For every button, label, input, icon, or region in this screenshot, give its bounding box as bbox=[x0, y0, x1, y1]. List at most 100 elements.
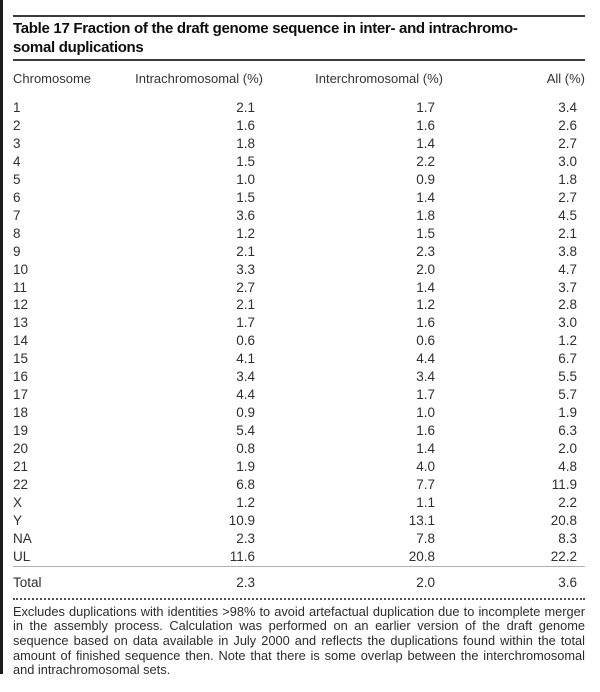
value-cell: 0.9 bbox=[416, 171, 435, 187]
column-header-all: All (%) bbox=[546, 71, 585, 86]
value-cell: 20.8 bbox=[408, 548, 435, 564]
chromosome-cell: 4 bbox=[13, 153, 21, 169]
column-header-intrachromosomal: Intrachromosomal (%) bbox=[135, 71, 263, 86]
value-cell: 6.8 bbox=[236, 477, 255, 493]
value-cell: 1.4 bbox=[416, 135, 435, 151]
value-cell: 1.5 bbox=[236, 153, 255, 169]
value-cell: 1.2 bbox=[558, 333, 577, 349]
table-row: 19 5.4 1.6 6.3 bbox=[13, 422, 585, 440]
chromosome-cell: UL bbox=[13, 548, 31, 564]
value-cell: 2.6 bbox=[558, 117, 577, 133]
value-cell: 2.2 bbox=[416, 153, 435, 169]
chromosome-cell: 2 bbox=[13, 117, 21, 133]
header-row: Chromosome Intrachromosomal (%) Interchr… bbox=[13, 61, 585, 99]
value-cell: 2.3 bbox=[416, 243, 435, 259]
value-cell: 1.6 bbox=[416, 117, 435, 133]
value-cell: 1.7 bbox=[236, 315, 255, 331]
total-label: Total bbox=[13, 565, 123, 598]
total-all-value: 3.6 bbox=[443, 565, 585, 598]
chromosome-cell: 5 bbox=[13, 171, 21, 187]
table-row: 12 2.1 1.2 2.8 bbox=[13, 296, 585, 314]
value-cell: 1.6 bbox=[416, 423, 435, 439]
table-row: 7 3.6 1.8 4.5 bbox=[13, 207, 585, 225]
table-footnote: Excludes duplications with identities >9… bbox=[13, 603, 585, 678]
chromosome-cell: 18 bbox=[13, 405, 29, 421]
chromosome-cell: 7 bbox=[13, 207, 21, 223]
title-bottom-rule bbox=[13, 59, 585, 61]
value-cell: 4.1 bbox=[236, 351, 255, 367]
value-cell: 8.3 bbox=[558, 530, 577, 546]
chromosome-cell: 16 bbox=[13, 369, 29, 385]
chromosome-cell: 13 bbox=[13, 315, 29, 331]
value-cell: 20.8 bbox=[550, 512, 577, 528]
value-cell: 3.8 bbox=[558, 243, 577, 259]
value-cell: 3.6 bbox=[236, 207, 255, 223]
value-cell: 4.4 bbox=[236, 387, 255, 403]
table-row: 22 6.8 7.7 11.9 bbox=[13, 476, 585, 494]
value-cell: 3.7 bbox=[558, 279, 577, 295]
value-cell: 0.8 bbox=[236, 441, 255, 457]
value-cell: 11.9 bbox=[551, 477, 577, 493]
value-cell: 4.0 bbox=[416, 459, 435, 475]
value-cell: 1.6 bbox=[416, 315, 435, 331]
value-cell: 13.1 bbox=[408, 512, 435, 528]
table-title-line-1: Table 17 Fraction of the draft genome se… bbox=[13, 20, 518, 37]
footnote-separator-dotted-rule bbox=[13, 597, 585, 600]
value-cell: 0.6 bbox=[236, 333, 255, 349]
total-row: Total 2.3 2.0 3.6 bbox=[13, 565, 585, 598]
table-row: 21 1.9 4.0 4.8 bbox=[13, 458, 585, 476]
value-cell: 2.0 bbox=[558, 441, 577, 457]
chromosome-cell: 14 bbox=[13, 333, 29, 349]
value-cell: 2.8 bbox=[558, 297, 577, 313]
value-cell: 7.8 bbox=[416, 530, 435, 546]
value-cell: 1.4 bbox=[416, 279, 435, 295]
value-cell: 1.9 bbox=[558, 405, 577, 421]
table-row: 16 3.4 3.4 5.5 bbox=[13, 368, 585, 386]
value-cell: 6.7 bbox=[558, 351, 577, 367]
value-cell: 1.0 bbox=[416, 405, 435, 421]
table-row: UL 11.6 20.8 22.2 bbox=[13, 548, 585, 566]
value-cell: 1.2 bbox=[236, 494, 255, 510]
value-cell: 1.8 bbox=[416, 207, 435, 223]
chromosome-cell: 22 bbox=[13, 477, 29, 493]
value-cell: 7.7 bbox=[416, 477, 435, 493]
table-row: 18 0.9 1.0 1.9 bbox=[13, 404, 585, 422]
value-cell: 6.3 bbox=[558, 423, 577, 439]
chromosome-cell: Y bbox=[13, 512, 23, 528]
table-row: 15 4.1 4.4 6.7 bbox=[13, 350, 585, 368]
chromosome-cell: 15 bbox=[13, 351, 29, 367]
value-cell: 3.4 bbox=[236, 369, 255, 385]
table-top-rule bbox=[13, 15, 585, 17]
value-cell: 2.7 bbox=[558, 189, 577, 205]
table-footer: Total 2.3 2.0 3.6 bbox=[13, 565, 585, 598]
value-cell: 5.7 bbox=[558, 387, 577, 403]
value-cell: 2.7 bbox=[558, 135, 577, 151]
value-cell: 2.2 bbox=[558, 494, 577, 510]
value-cell: 1.7 bbox=[416, 387, 435, 403]
value-cell: 4.7 bbox=[558, 261, 577, 277]
chromosome-cell: 10 bbox=[13, 261, 29, 277]
value-cell: 3.4 bbox=[558, 100, 577, 115]
value-cell: 2.1 bbox=[558, 225, 577, 241]
value-cell: 1.6 bbox=[236, 117, 255, 133]
table-row: 14 0.6 0.6 1.2 bbox=[13, 332, 585, 350]
table-title: Table 17 Fraction of the draft genome se… bbox=[13, 17, 585, 59]
table-row: 2 1.6 1.6 2.6 bbox=[13, 117, 585, 135]
table-row: 3 1.8 1.4 2.7 bbox=[13, 135, 585, 153]
column-header-chromosome: Chromosome bbox=[13, 71, 92, 86]
value-cell: 2.1 bbox=[236, 243, 255, 259]
table-row: 8 1.2 1.5 2.1 bbox=[13, 225, 585, 243]
chromosome-cell: 1 bbox=[13, 100, 21, 115]
column-header-interchromosomal: Interchromosomal (%) bbox=[315, 71, 443, 86]
value-cell: 1.2 bbox=[236, 225, 255, 241]
table-header: Chromosome Intrachromosomal (%) Interchr… bbox=[13, 61, 585, 99]
chromosome-cell: 17 bbox=[13, 387, 29, 403]
value-cell: 0.9 bbox=[236, 405, 255, 421]
table-row: Y 10.9 13.1 20.8 bbox=[13, 512, 585, 530]
value-cell: 1.7 bbox=[416, 100, 435, 115]
value-cell: 1.0 bbox=[236, 171, 255, 187]
value-cell: 2.0 bbox=[416, 261, 435, 277]
chromosome-cell: NA bbox=[13, 530, 32, 546]
value-cell: 2.7 bbox=[236, 279, 255, 295]
value-cell: 2.3 bbox=[236, 530, 255, 546]
